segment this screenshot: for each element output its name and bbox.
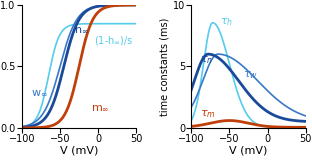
Y-axis label: time constants (ms): time constants (ms) xyxy=(160,17,170,116)
Text: $\tau_h$: $\tau_h$ xyxy=(220,16,233,28)
Text: $\tau_w$: $\tau_w$ xyxy=(243,69,258,81)
X-axis label: V (mV): V (mV) xyxy=(60,146,98,156)
Text: m$_\infty$: m$_\infty$ xyxy=(90,103,109,113)
Text: w$_\infty$: w$_\infty$ xyxy=(31,89,48,98)
Text: (1-h$_\infty$)/s: (1-h$_\infty$)/s xyxy=(94,34,134,47)
Text: $\tau_n$: $\tau_n$ xyxy=(200,54,213,66)
X-axis label: V (mV): V (mV) xyxy=(229,146,268,156)
Text: n$_\infty$: n$_\infty$ xyxy=(74,25,89,34)
Text: $\tau_m$: $\tau_m$ xyxy=(200,109,216,120)
